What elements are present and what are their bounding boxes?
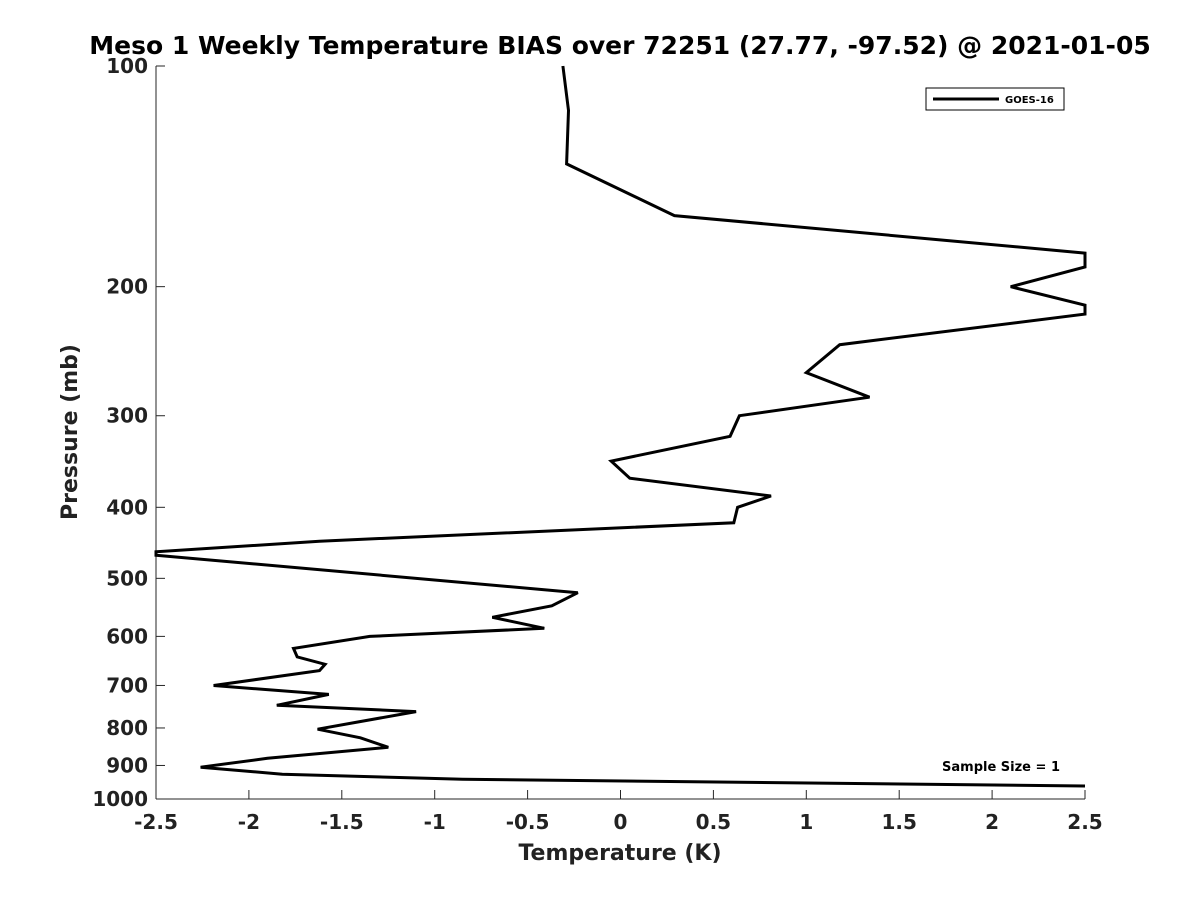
x-axis-label: Temperature (K): [518, 841, 721, 866]
legend: GOES-16: [925, 87, 1065, 111]
y-tick-label: 200: [106, 275, 148, 299]
y-tick-label: 100: [106, 54, 148, 78]
x-tick-label: -2.5: [134, 810, 178, 834]
sample-size-annotation: Sample Size = 1: [942, 760, 1060, 775]
x-tick-label: 0: [614, 810, 628, 834]
y-tick-label: 300: [106, 404, 148, 428]
x-tick-label: 1: [799, 810, 813, 834]
y-tick-label: 700: [106, 673, 148, 697]
x-tick-label: -1.5: [320, 810, 364, 834]
x-tick-label: -2: [238, 810, 260, 834]
y-tick-label: 500: [106, 566, 148, 590]
series-line-goes-16: [154, 65, 1087, 788]
y-tick-label: 1000: [92, 787, 148, 811]
y-axis-label: Pressure (mb): [58, 344, 83, 520]
y-tick-label: 800: [106, 716, 148, 740]
x-tick-label: 2.5: [1067, 810, 1102, 834]
x-tick-label: -0.5: [506, 810, 550, 834]
x-tick-label: 1.5: [881, 810, 916, 834]
x-tick-label: 0.5: [696, 810, 731, 834]
chart-title: Meso 1 Weekly Temperature BIAS over 7225…: [89, 31, 1150, 60]
plot-area: -2.5 -2 -1.5 -1 -0.5 0 0.5 1 1.5 2 2.5 100 200 300 400…: [92, 54, 1102, 834]
y-tick-label: 400: [106, 495, 148, 519]
x-tick-label: 2: [985, 810, 999, 834]
legend-label-goes-16: GOES-16: [1005, 95, 1054, 106]
x-tick-label: -1: [424, 810, 446, 834]
y-tick-label: 600: [106, 624, 148, 648]
y-tick-label: 900: [106, 753, 148, 777]
